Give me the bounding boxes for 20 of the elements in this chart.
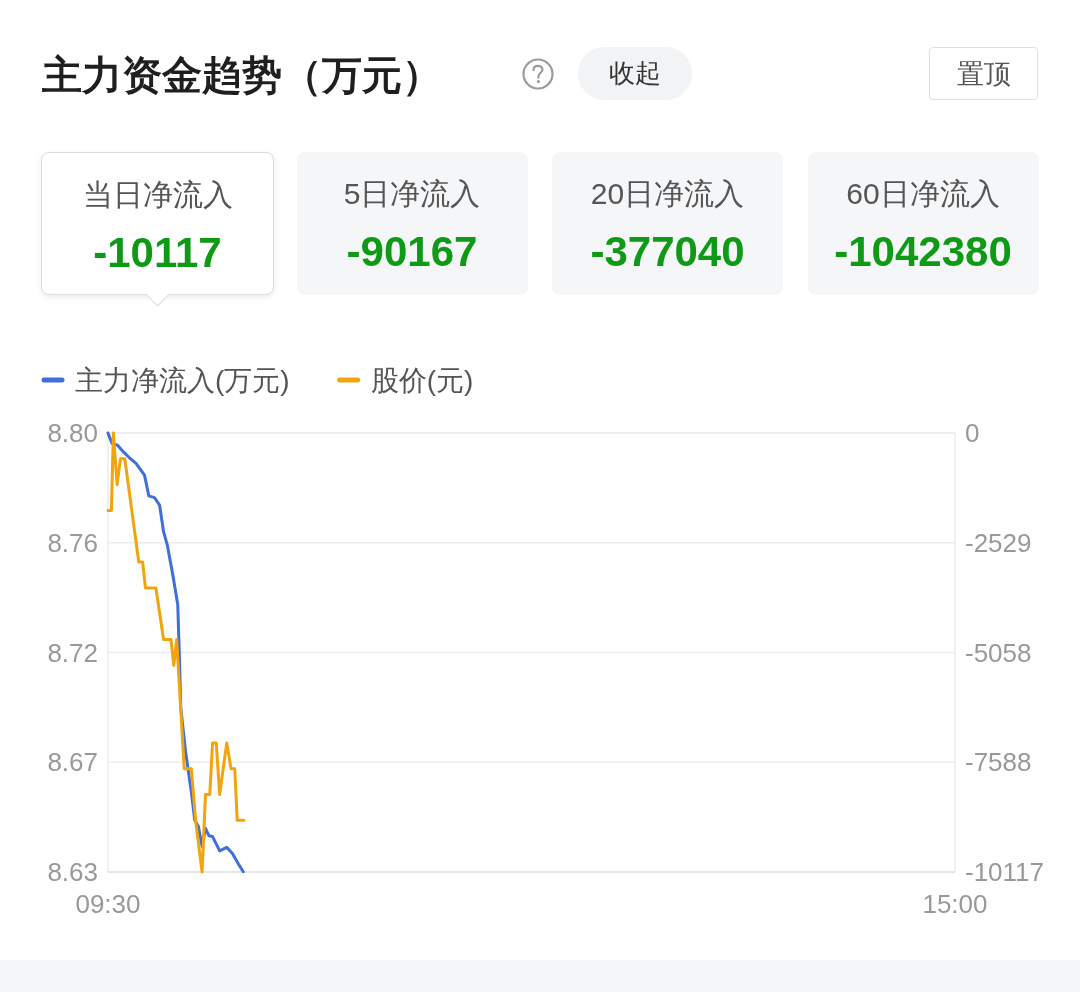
card: 60日净流入 -1042380 [807,152,1039,295]
button: 收起 [578,47,692,100]
legend-label: 主力净流入(万元) [75,364,290,396]
y-tick-label: 8.72 [47,637,98,668]
y-tick-label: 8.80 [47,418,98,448]
y2-tick-label: 0 [965,418,980,448]
y2-tick-label: -10117 [965,857,1045,887]
x-tick-label: 09:30 [75,889,141,919]
y-tick-label: 8.76 [47,527,98,558]
text: 主力资金趋势（万元） [42,52,442,99]
legend-label: 股价(元) [370,364,474,396]
y-tick-label: 8.67 [47,747,98,778]
button: 置顶 [929,47,1038,100]
x-tick-label: 15:00 [922,889,988,919]
y2-tick-label: -7588 [965,747,1032,778]
y2-tick-label: -5058 [965,637,1032,668]
card: 20日净流入 -377040 [552,152,783,295]
card: 5日净流入 -90167 [296,152,528,295]
y-tick-label: 8.63 [47,857,98,887]
y2-tick-label: -2529 [965,527,1032,558]
